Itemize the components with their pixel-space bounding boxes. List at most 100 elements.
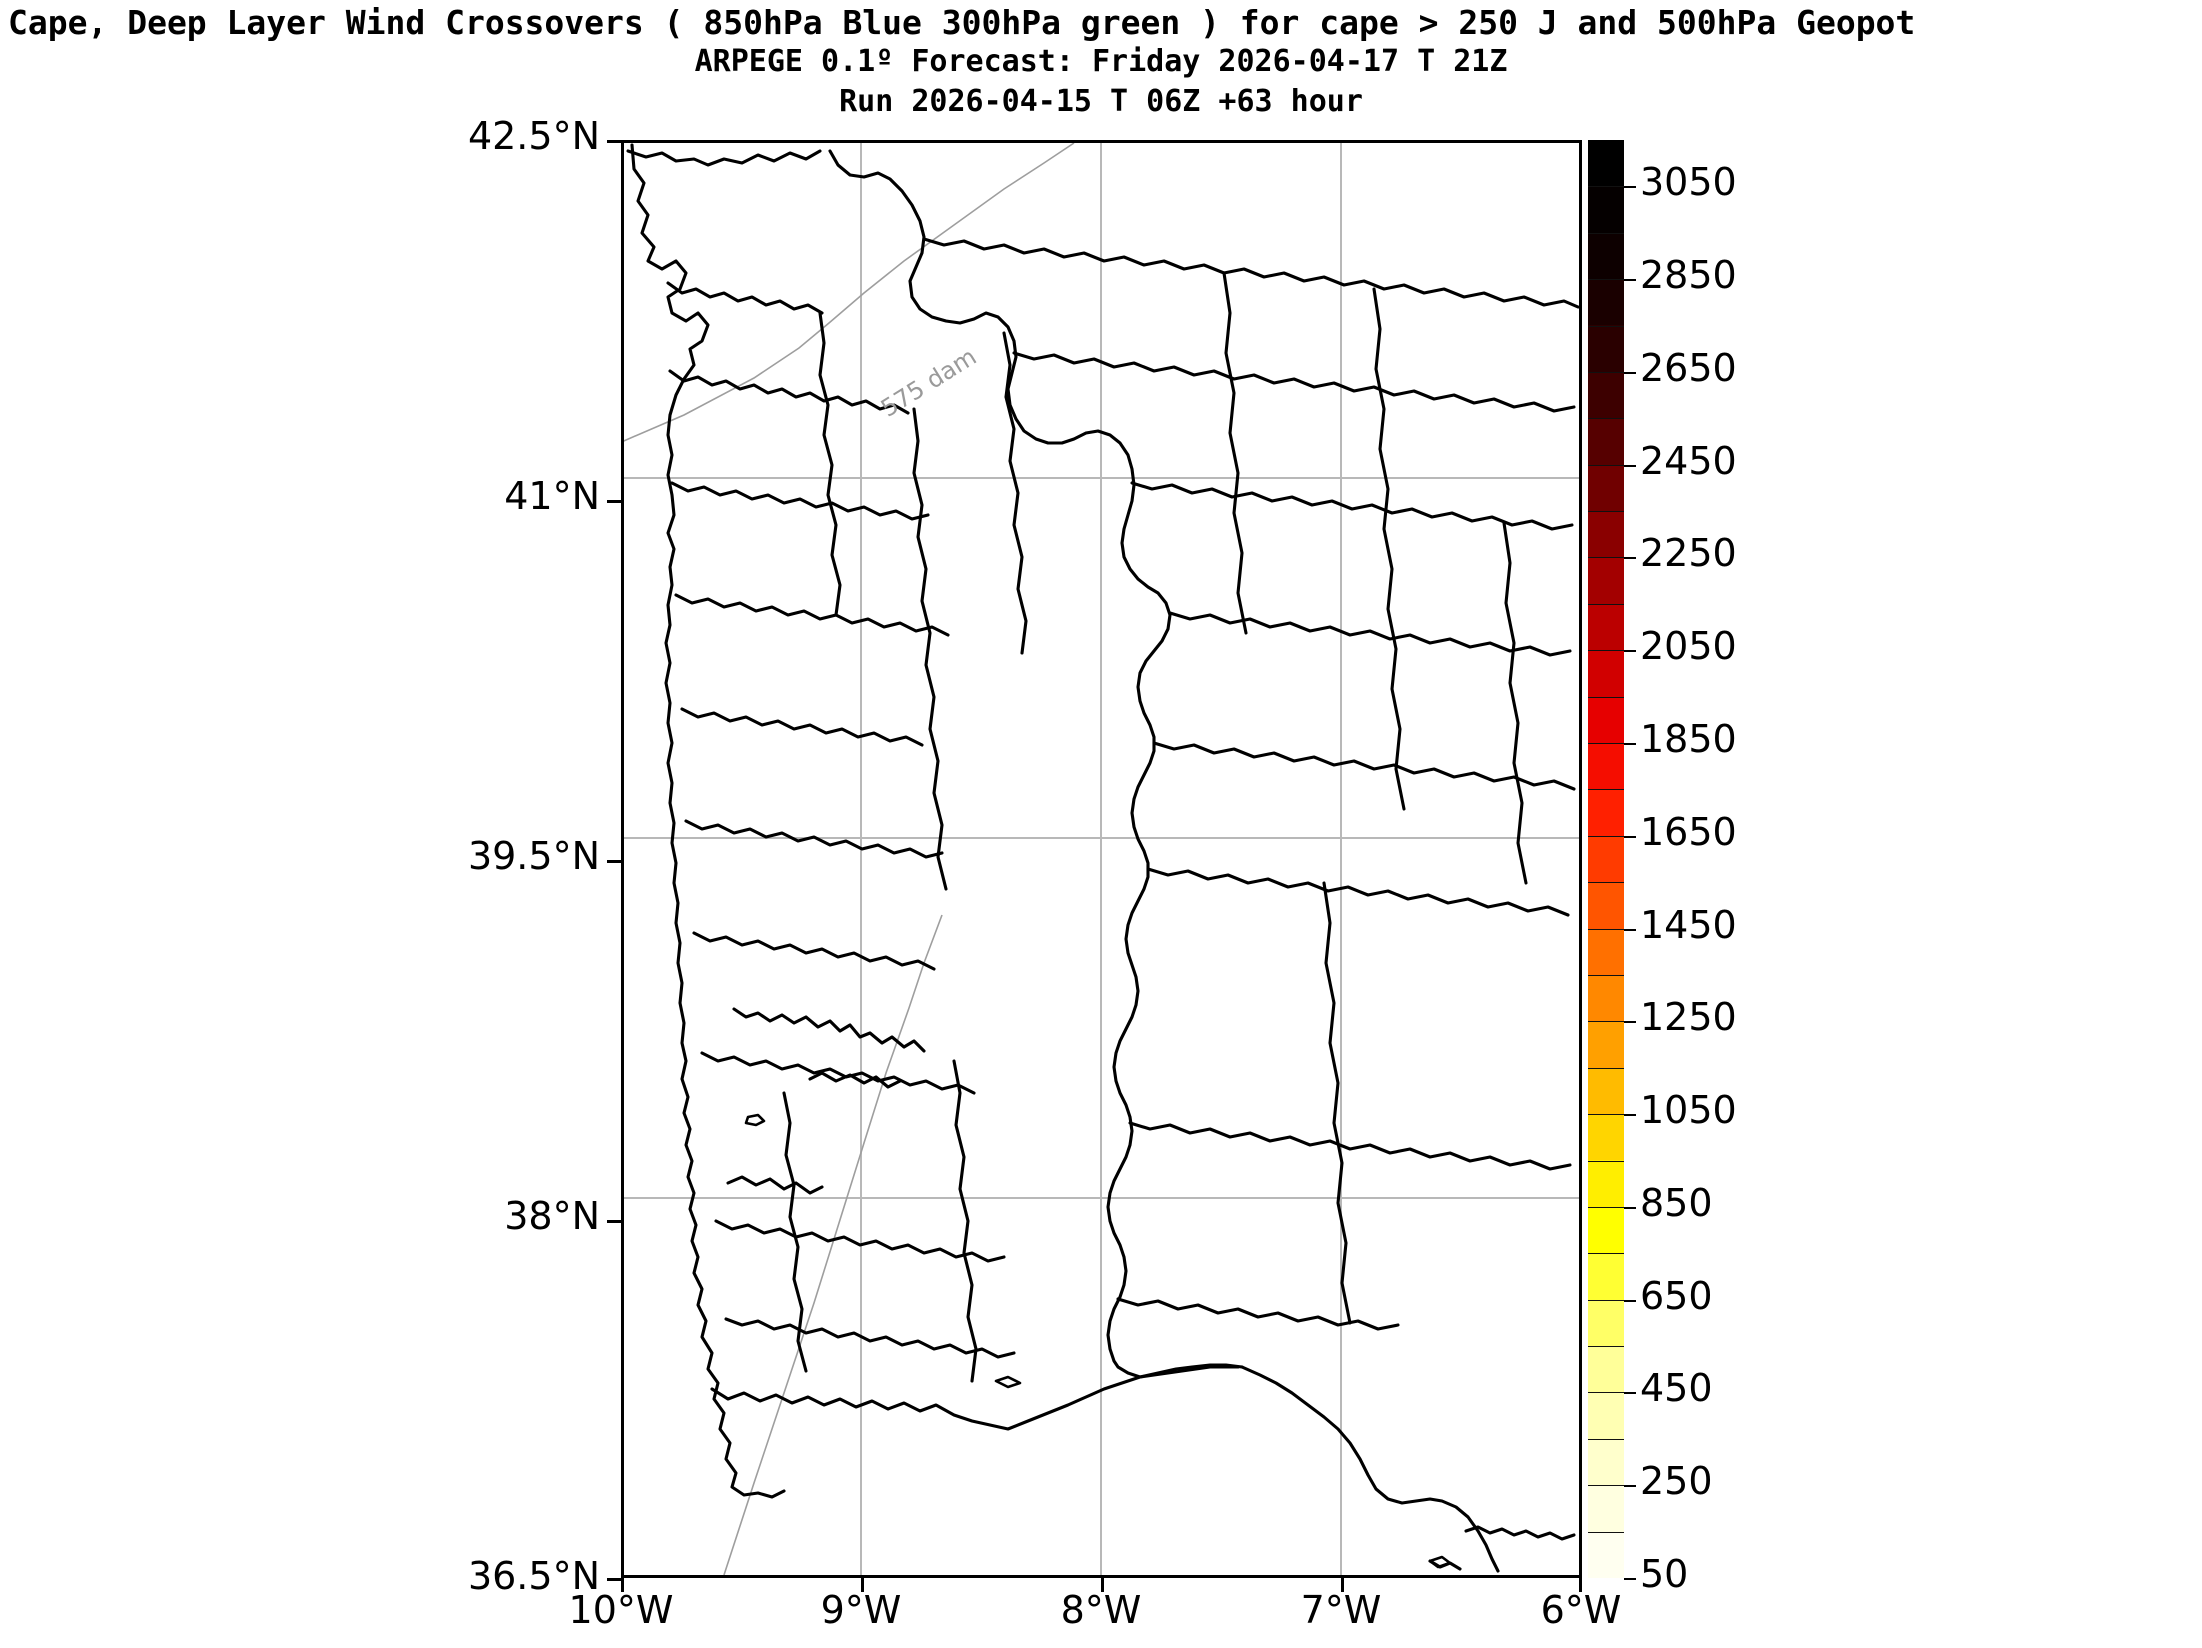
ytick-label-38N: 38°N xyxy=(504,1194,600,1238)
colorbar-band-3 xyxy=(1588,1392,1624,1439)
colorbar-band-7 xyxy=(1588,1206,1624,1254)
xtick-mark-9W xyxy=(861,1578,864,1592)
colorbar-band-18 xyxy=(1588,696,1624,743)
colorbar-separator xyxy=(1588,835,1624,837)
gridline-longitude-9W xyxy=(860,143,862,1575)
gridline-latitude-41N xyxy=(624,477,1579,479)
colorbar-label-2250: 2250 xyxy=(1640,531,1737,576)
colorbar-separator xyxy=(1588,743,1624,745)
colorbar-label-2050: 2050 xyxy=(1640,624,1737,669)
colorbar-band-25 xyxy=(1588,371,1624,419)
colorbar-band-24 xyxy=(1588,418,1624,465)
colorbar-band-21 xyxy=(1588,557,1624,604)
colorbar-band-12 xyxy=(1588,974,1624,1022)
colorbar-tick-3050 xyxy=(1624,186,1636,189)
ytick-mark-36.5N xyxy=(607,1578,621,1581)
colorbar-band-10 xyxy=(1588,1067,1624,1115)
colorbar-tick-1250 xyxy=(1624,1021,1636,1024)
geopotential-contour-575dam-lower xyxy=(723,914,943,1575)
colorbar-separator xyxy=(1588,418,1624,420)
colorbar-separator xyxy=(1588,511,1624,513)
map-geometry xyxy=(624,143,1579,1575)
colorbar-separator xyxy=(1588,928,1624,930)
colorbar-label-1650: 1650 xyxy=(1640,809,1737,854)
colorbar-gradient xyxy=(1588,139,1624,1578)
colorbar-separator xyxy=(1588,279,1624,281)
colorbar-separator xyxy=(1588,603,1624,605)
colorbar-separator xyxy=(1588,1485,1624,1487)
xtick-label-8W: 8°W xyxy=(1060,1588,1142,1632)
ytick-mark-41N xyxy=(607,500,621,503)
colorbar-separator xyxy=(1588,557,1624,559)
xtick-label-9W: 9°W xyxy=(820,1588,902,1632)
colorbar-tick-50 xyxy=(1624,1578,1636,1580)
colorbar-separator xyxy=(1588,371,1624,373)
colorbar-separator xyxy=(1588,974,1624,976)
ytick-mark-39.5N xyxy=(607,860,621,863)
colorbar-separator xyxy=(1588,1531,1624,1533)
colorbar-tick-1050 xyxy=(1624,1114,1636,1117)
figure-title-main: Cape, Deep Layer Wind Crossovers ( 850hP… xyxy=(8,3,1916,42)
colorbar-separator xyxy=(1588,186,1624,188)
colorbar-separator xyxy=(1588,789,1624,791)
colorbar-label-250: 250 xyxy=(1640,1459,1713,1504)
colorbar-separator xyxy=(1588,650,1624,652)
colorbar-separator xyxy=(1588,1346,1624,1348)
colorbar-label-1050: 1050 xyxy=(1640,1088,1737,1133)
colorbar-tick-1850 xyxy=(1624,743,1636,746)
colorbar-tick-2250 xyxy=(1624,557,1636,560)
colorbar-separator xyxy=(1588,1021,1624,1023)
colorbar-separator xyxy=(1588,1392,1624,1394)
colorbar-tick-1450 xyxy=(1624,928,1636,931)
colorbar-separator xyxy=(1588,1438,1624,1440)
xtick-mark-8W xyxy=(1101,1578,1104,1592)
gridline-latitude-38N xyxy=(624,1197,1579,1199)
colorbar-band-6 xyxy=(1588,1253,1624,1300)
colorbar-separator xyxy=(1588,1253,1624,1255)
colorbar-band-16 xyxy=(1588,789,1624,836)
colorbar-band-9 xyxy=(1588,1114,1624,1161)
colorbar-band-22 xyxy=(1588,511,1624,558)
colorbar-band-27 xyxy=(1588,279,1624,326)
colorbar-tick-2650 xyxy=(1624,371,1636,374)
xtick-mark-10W xyxy=(621,1578,624,1592)
colorbar-tick-1650 xyxy=(1624,835,1636,838)
colorbar-separator xyxy=(1588,464,1624,466)
colorbar-separator xyxy=(1588,696,1624,698)
colorbar-label-1450: 1450 xyxy=(1640,902,1737,947)
colorbar-band-11 xyxy=(1588,1021,1624,1068)
ytick-mark-42.5N xyxy=(607,140,621,143)
colorbar-band-4 xyxy=(1588,1346,1624,1393)
colorbar-band-0 xyxy=(1588,1531,1624,1578)
colorbar-label-1250: 1250 xyxy=(1640,995,1737,1040)
colorbar-band-8 xyxy=(1588,1160,1624,1207)
colorbar-band-28 xyxy=(1588,232,1624,280)
colorbar-separator xyxy=(1588,1299,1624,1301)
colorbar-tick-450 xyxy=(1624,1392,1636,1395)
colorbar-tick-250 xyxy=(1624,1485,1636,1488)
colorbar-label-3050: 3050 xyxy=(1640,160,1737,205)
ytick-label-42.5N: 42.5°N xyxy=(467,114,600,158)
colorbar-label-2450: 2450 xyxy=(1640,438,1737,483)
colorbar-band-19 xyxy=(1588,650,1624,697)
xtick-label-6W: 6°W xyxy=(1540,1588,1622,1632)
xtick-mark-7W xyxy=(1341,1578,1344,1592)
colorbar-band-23 xyxy=(1588,464,1624,512)
colorbar-label-1850: 1850 xyxy=(1640,717,1737,762)
colorbar-band-14 xyxy=(1588,882,1624,929)
colorbar-band-13 xyxy=(1588,928,1624,975)
ytick-label-36.5N: 36.5°N xyxy=(467,1554,600,1598)
colorbar-band-5 xyxy=(1588,1299,1624,1347)
colorbar-tick-2450 xyxy=(1624,464,1636,467)
colorbar-tick-2850 xyxy=(1624,279,1636,282)
gridline-longitude-7W xyxy=(1340,143,1342,1575)
colorbar[interactable]: 50 250 450 650 850 1050 1250 1450 1650 1850 2050 22… xyxy=(1588,139,1737,1596)
colorbar-separator xyxy=(1588,1206,1624,1208)
map-plot-area[interactable]: 575 dam xyxy=(621,140,1582,1578)
ytick-label-41N: 41°N xyxy=(504,474,600,518)
xtick-mark-6W xyxy=(1579,1578,1582,1592)
xtick-label-10W: 10°W xyxy=(568,1588,674,1632)
gridline-latitude-39.5N xyxy=(624,837,1579,839)
colorbar-label-850: 850 xyxy=(1640,1180,1713,1225)
colorbar-tick-2050 xyxy=(1624,650,1636,653)
